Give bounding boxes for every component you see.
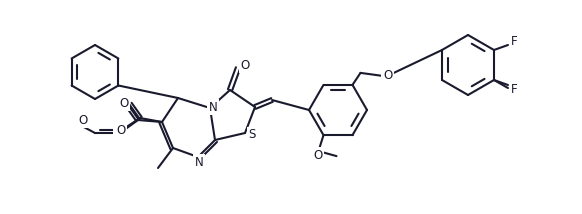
Text: N: N xyxy=(208,101,217,113)
Text: O: O xyxy=(118,98,127,111)
Text: O: O xyxy=(115,128,123,141)
Text: O: O xyxy=(79,113,88,126)
Text: F: F xyxy=(510,86,517,98)
Text: F: F xyxy=(510,83,517,95)
Text: F: F xyxy=(510,34,517,48)
Text: O: O xyxy=(313,149,322,162)
Text: S: S xyxy=(249,128,255,141)
Text: O: O xyxy=(383,69,392,82)
Text: O: O xyxy=(119,97,129,110)
Text: O: O xyxy=(240,58,250,71)
Text: N: N xyxy=(194,156,203,168)
Text: O: O xyxy=(116,125,126,138)
